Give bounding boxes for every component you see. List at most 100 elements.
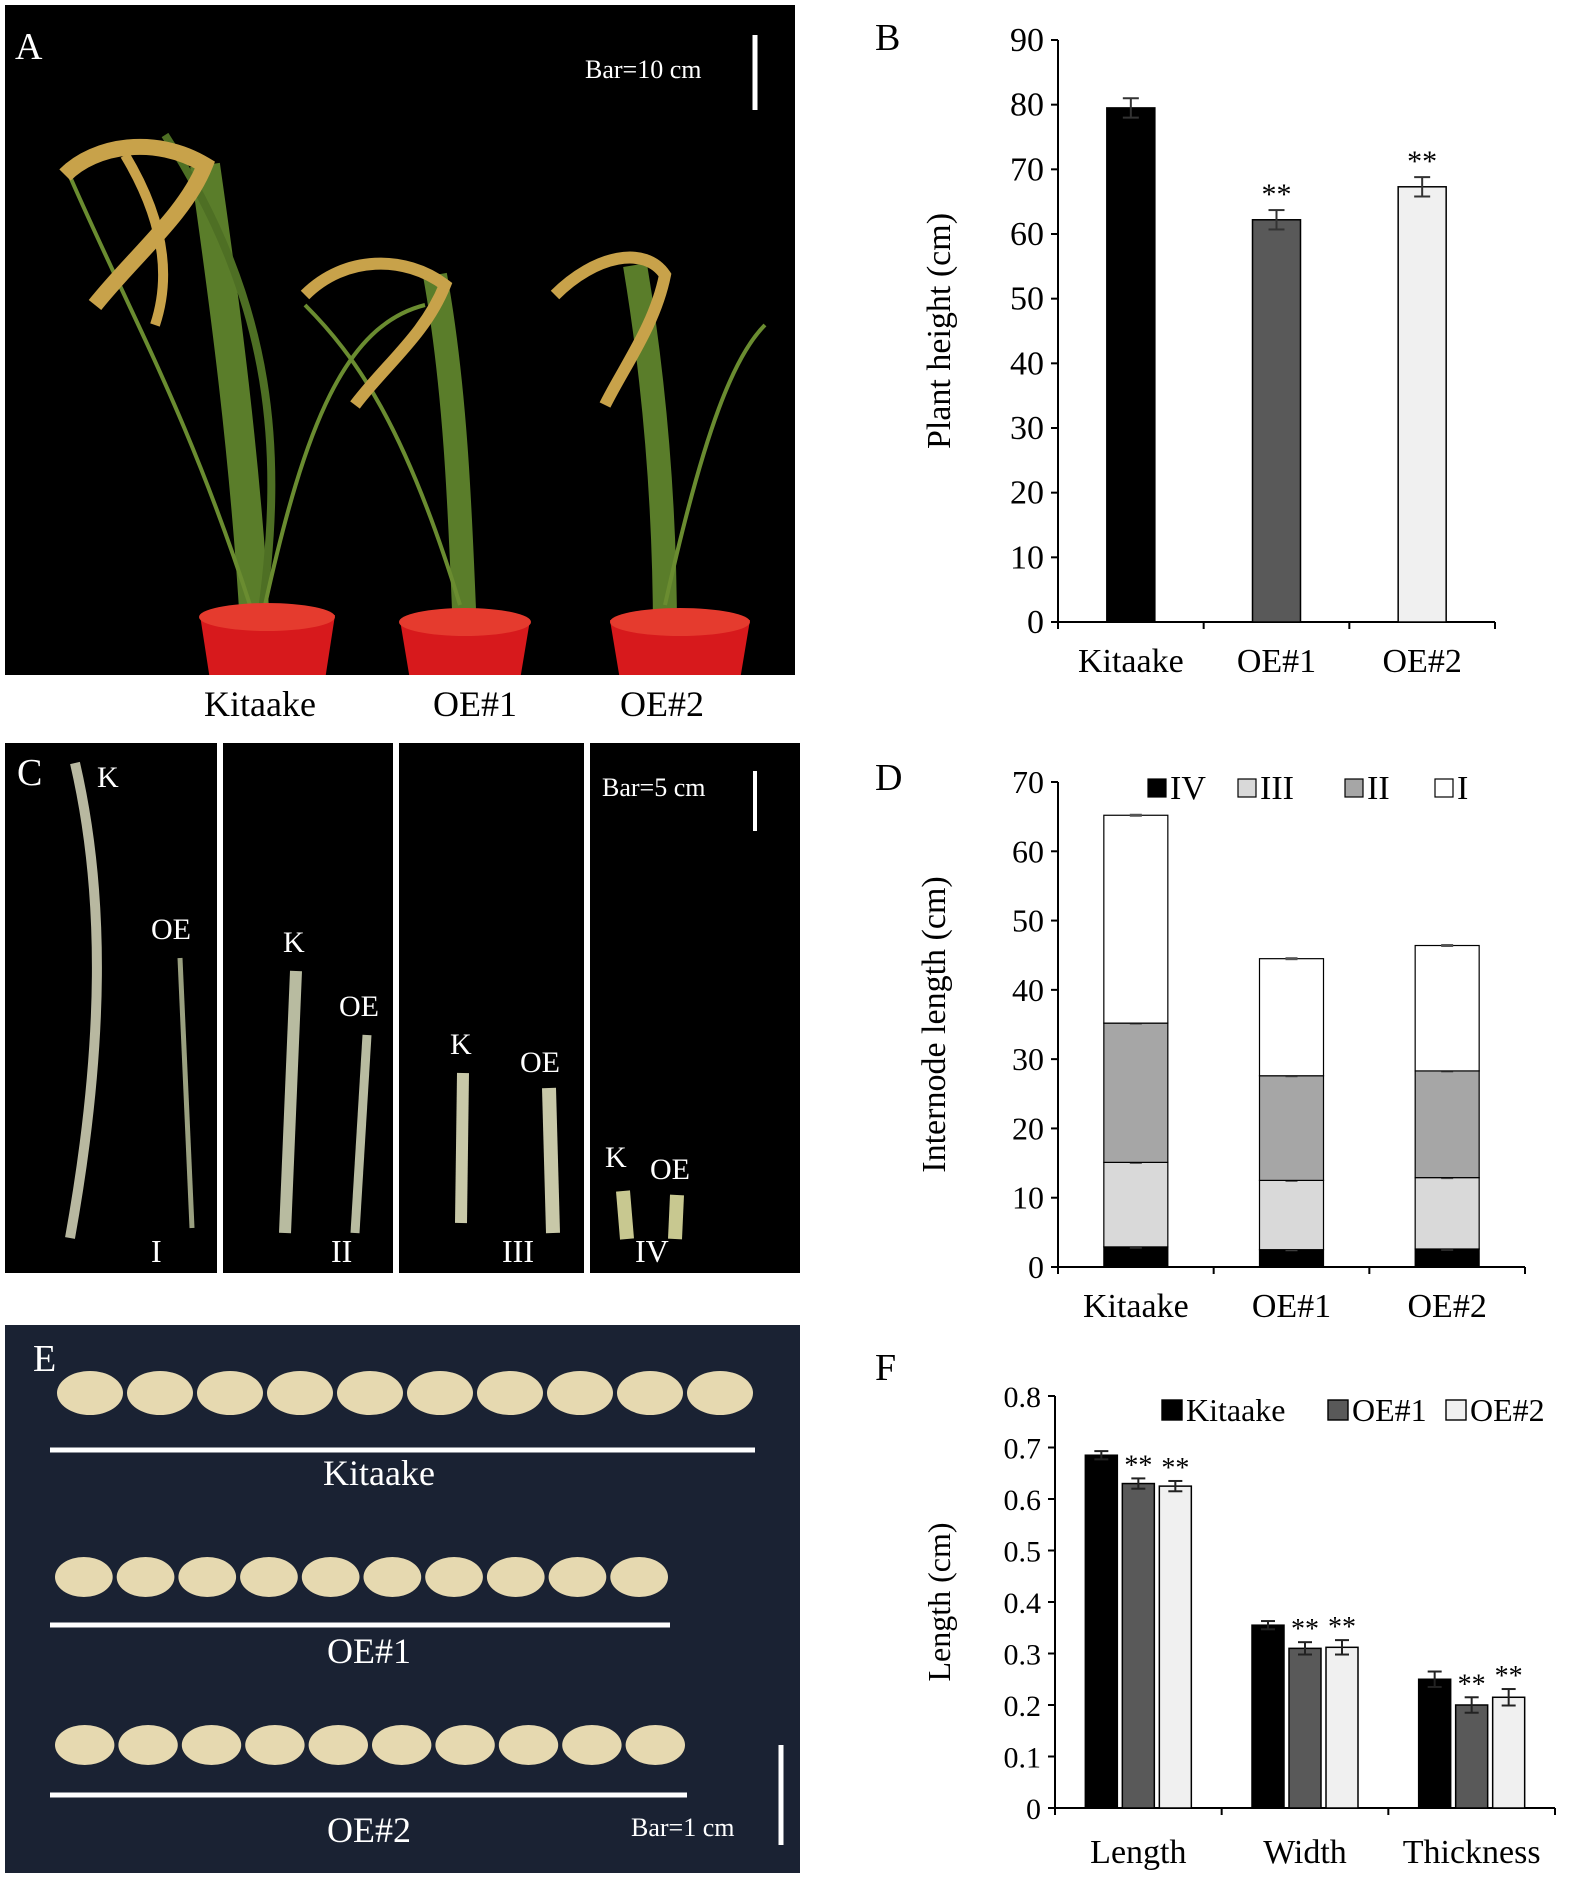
panel-f-y-tick-label: 0.8 [1004,1381,1042,1414]
panel-b-y-tick-label: 60 [1010,216,1044,253]
panel-f-significance: ** [1458,1669,1486,1700]
panel-f-significance: ** [1291,1614,1319,1645]
panel-d-y-tick-label: 50 [1012,903,1044,939]
plant-kitaake [59,132,426,626]
panel-d-y-tick-label: 10 [1012,1180,1044,1216]
panel-d-legend-swatch [1237,778,1257,798]
seed-kitaake [127,1371,193,1415]
seed-oe2 [435,1725,495,1765]
panel-b-y-tick-label: 30 [1010,410,1044,447]
seed-oe2 [498,1725,559,1765]
panel-b-x-tick-label: OE#2 [1383,643,1462,680]
seed-kitaake [197,1371,263,1415]
panel-f-label: F [875,1347,896,1389]
panel-b-y-tick-label: 80 [1010,87,1044,124]
panel-f-legend-swatch [1445,1399,1467,1421]
panel-f-bar [1251,1624,1285,1809]
panel-d-legend-label: III [1260,770,1294,807]
panel-a-caption-oe1: OE#1 [433,684,517,724]
panel-b-bar [1106,107,1156,623]
panel-f-y-tick-label: 0.5 [1004,1536,1042,1569]
seed-kitaake [617,1371,683,1415]
internode-iii-k [455,1072,469,1224]
panel-d-y-tick-label: 40 [1012,972,1044,1008]
panel-f-y-tick-label: 0.2 [1004,1690,1042,1723]
panel-f-bar [1491,1696,1526,1809]
internode-iv-oe [668,1194,684,1240]
panel-a-caption-oe2: OE#2 [620,684,704,724]
panel-f-legend-label: OE#1 [1352,1392,1427,1428]
seed-oe2 [308,1725,368,1765]
label-k-i: K [97,761,119,794]
label-k-iv: K [605,1141,627,1174]
seed-oe1 [301,1557,360,1597]
panel-f-significance: ** [1124,1450,1152,1481]
seed-oe1 [486,1557,545,1597]
panel-b-y-tick-label: 0 [1027,604,1044,641]
panel-d-segment-iv [1258,1249,1325,1268]
panel-d-legend-label: II [1367,770,1390,807]
panel-b-y-tick-label: 20 [1010,475,1044,512]
panel-f-legend-label: OE#2 [1470,1392,1545,1428]
panel-d-segment-iii [1258,1179,1325,1251]
label-roman-iii: III [502,1233,534,1269]
panel-f-bar [1084,1454,1119,1809]
seed-row-label-oe1: OE#1 [327,1631,411,1671]
label-k-ii: K [283,926,305,959]
seed-oe1 [610,1557,669,1597]
panel-f-legend-label: Kitaake [1186,1392,1286,1428]
red-pots [199,603,750,675]
panel-f-x-tick-label: Thickness [1403,1834,1541,1871]
panel-b-y-tick-label: 40 [1010,345,1044,382]
panel-d-y-tick-label: 30 [1012,1041,1044,1077]
panel-d-segment-iii [1414,1177,1480,1250]
seed-kitaake [477,1371,543,1415]
panel-b-x-tick-label: Kitaake [1078,643,1184,680]
label-oe-iv: OE [650,1153,690,1186]
panel-f-bar [1121,1482,1156,1809]
panel-d-label: D [875,757,902,799]
seed-oe2 [54,1725,115,1765]
label-oe-ii: OE [339,990,379,1023]
seed-oe1 [55,1557,113,1597]
panel-e-label: E [33,1338,57,1380]
panel-f-y-tick-label: 0 [1026,1793,1041,1826]
panel-d-legend-swatch [1147,778,1167,798]
label-k-iii: K [450,1028,472,1061]
panel-e-photo: E Kitaake OE#1 OE#2 Bar=1 cm [5,1325,800,1873]
panel-f-bar [1158,1485,1193,1809]
panel-c-scale-label: Bar=5 cm [602,773,706,802]
panel-b-y-tick-label: 90 [1010,22,1044,59]
panel-b-y-tick-label: 10 [1010,539,1044,576]
panel-f-significance: ** [1495,1661,1523,1692]
panel-c-photo: C Bar=5 cm K OE I K OE II K OE III K OE … [5,743,800,1273]
panel-d-y-axis-label: Internode length (cm) [916,876,953,1172]
label-roman-iv: IV [635,1233,669,1269]
panel-d-x-tick-label: Kitaake [1083,1288,1189,1325]
seed-oe2 [562,1725,622,1765]
panel-b-significance: ** [1407,145,1437,178]
panel-a-scale-label: Bar=10 cm [585,55,702,84]
label-roman-i: I [151,1233,162,1269]
seed-kitaake [337,1371,403,1415]
panel-f-x-tick-label: Width [1263,1834,1347,1871]
seed-oe2 [625,1725,685,1765]
panel-f-bar [1325,1646,1359,1809]
panel-f-y-tick-label: 0.1 [1004,1742,1042,1775]
panel-d-legend-label: IV [1170,770,1206,807]
panel-d-y-tick-label: 70 [1012,764,1044,800]
seed-oe1 [116,1557,175,1597]
panel-d-segment-ii [1414,1070,1480,1179]
panel-b-y-tick-label: 50 [1010,281,1044,318]
seed-oe1 [363,1557,422,1597]
panel-b-y-axis-label: Plant height (cm) [921,213,958,449]
panel-b-bar [1397,186,1447,623]
internode-ii-k [279,970,302,1234]
plant-oe1 [300,257,477,636]
seed-rows-illustration [50,1371,784,1845]
panel-b-x-tick-label: OE#1 [1237,643,1316,680]
panel-f-bar [1288,1647,1322,1809]
panel-d-segment-ii [1103,1022,1169,1163]
panel-d-segment-i [1103,814,1169,1024]
panel-d-segment-iv [1414,1248,1480,1268]
